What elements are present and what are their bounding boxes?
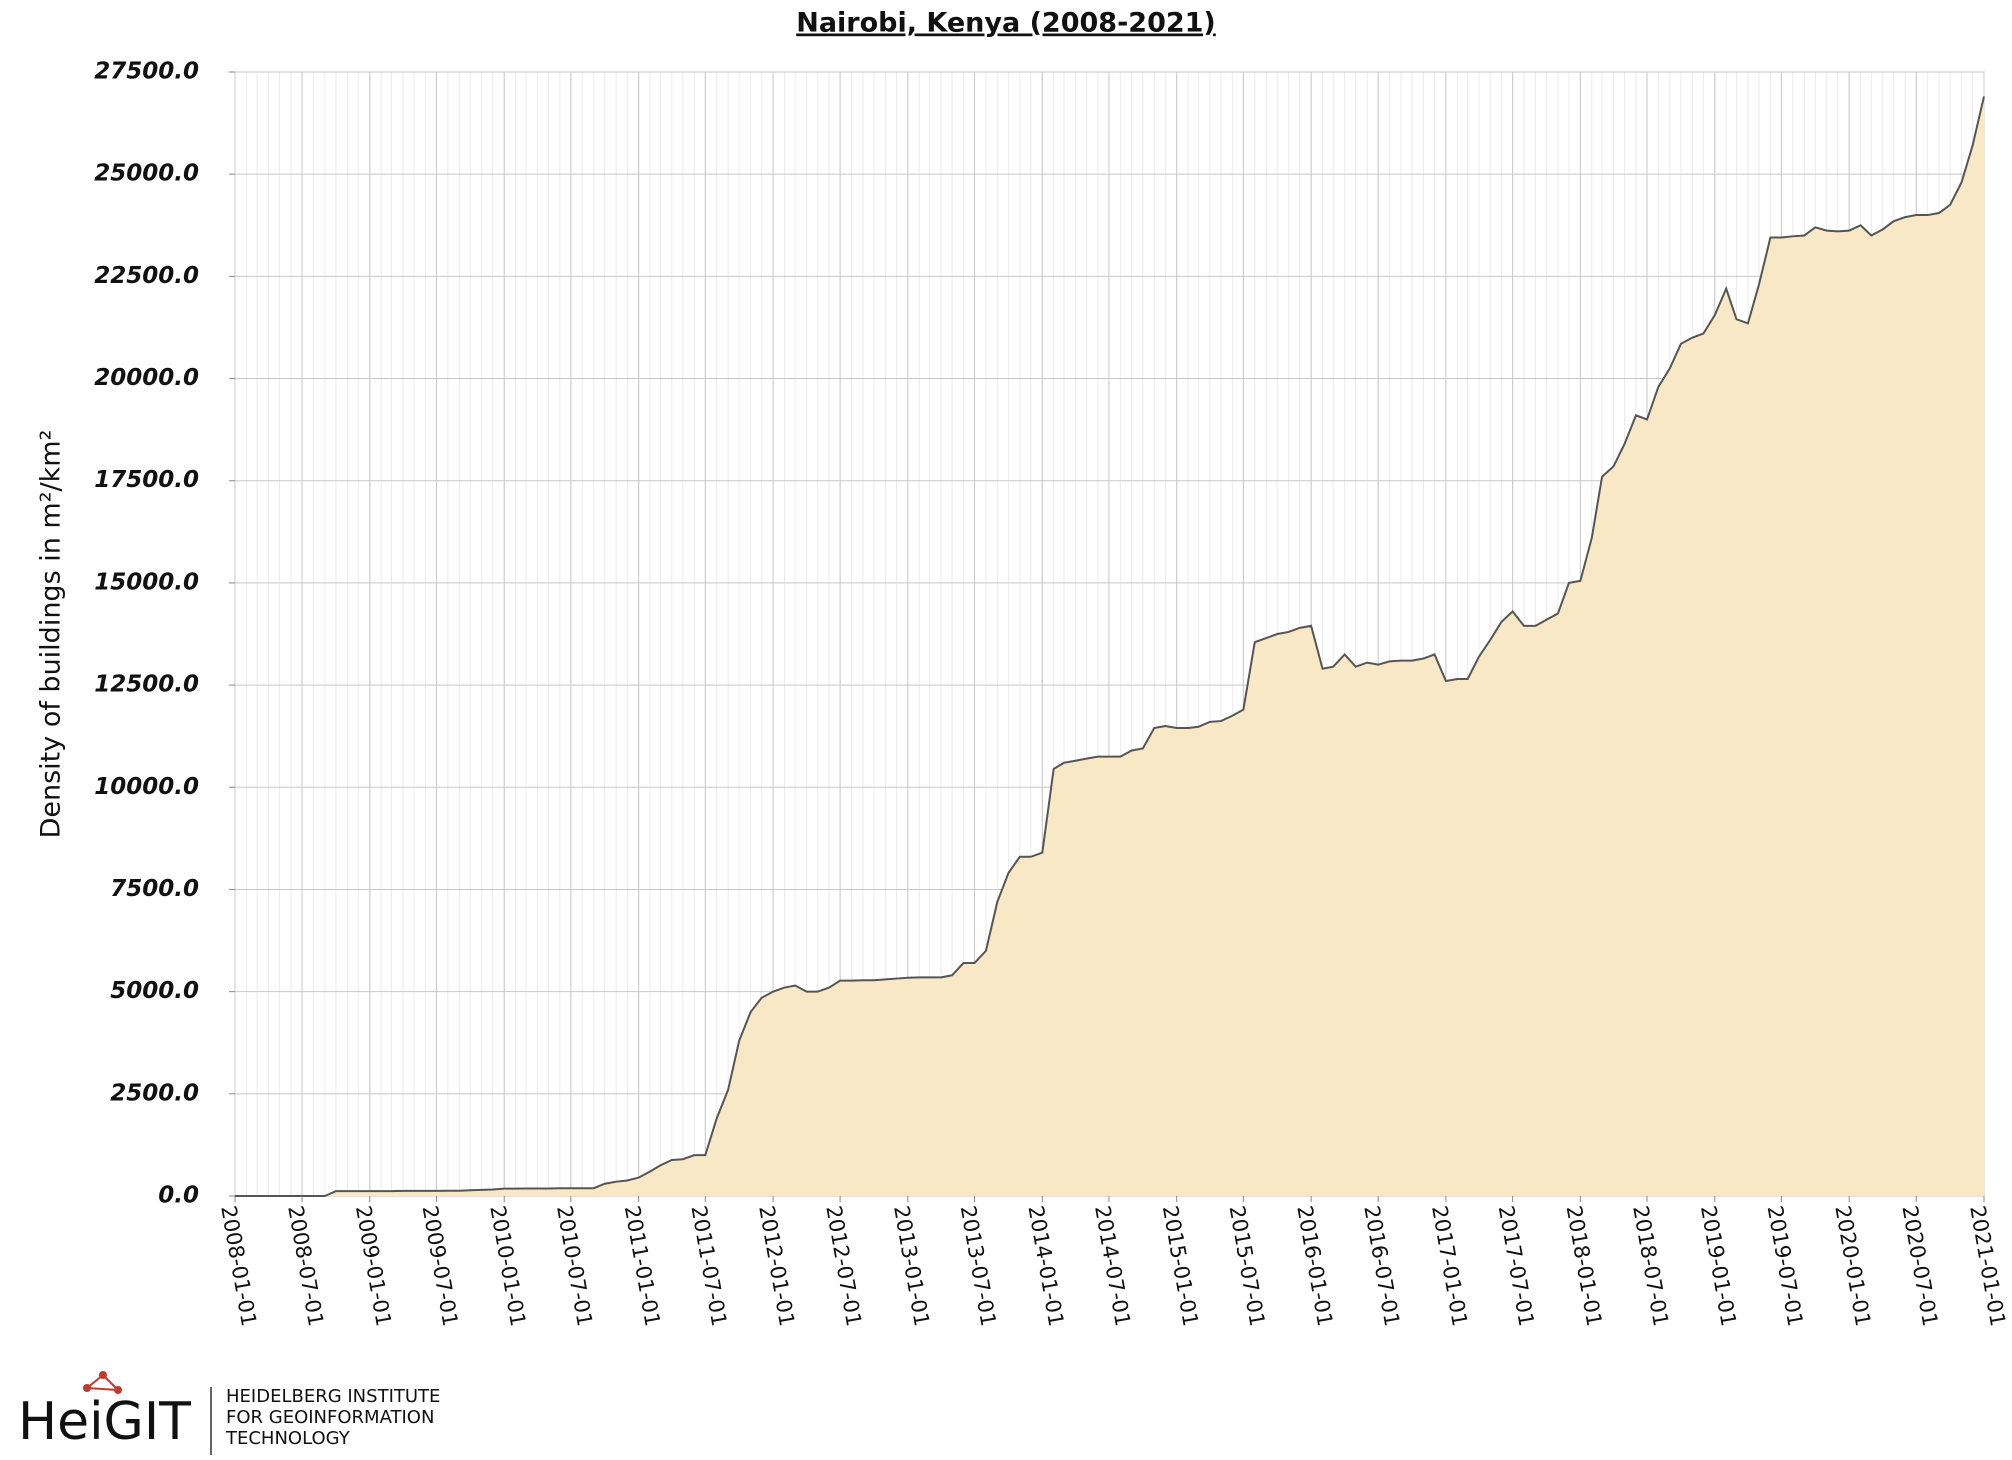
y-tick-label: 10000.0 <box>94 774 199 800</box>
x-tick-label: 2014-07-01 <box>1090 1204 1135 1328</box>
marks <box>235 96 1985 1197</box>
x-tick-label: 2017-07-01 <box>1494 1204 1539 1328</box>
x-tick-label: 2012-07-01 <box>821 1204 866 1328</box>
y-tick-label: 27500.0 <box>94 59 199 85</box>
x-tick-label: 2018-01-01 <box>1562 1204 1607 1328</box>
y-axis-label: Density of buildings in m²/km² <box>36 430 67 839</box>
y-tick-label: 15000.0 <box>94 569 199 595</box>
logo-text: HEIDELBERG INSTITUTE <box>226 1386 440 1407</box>
x-tick-label: 2010-01-01 <box>485 1204 530 1328</box>
x-tick-label: 2015-07-01 <box>1225 1204 1270 1328</box>
y-tick-label: 22500.0 <box>94 263 199 289</box>
y-tick-label: 12500.0 <box>94 672 199 698</box>
logo-icon <box>114 1386 122 1394</box>
logo-icon <box>99 1371 107 1379</box>
x-tick-label: 2020-01-01 <box>1830 1204 1875 1328</box>
y-tick-label: 20000.0 <box>94 365 199 391</box>
y-tick-label: 0.0 <box>158 1183 199 1209</box>
logo-icon <box>83 1384 91 1392</box>
logo-text: FOR GEOINFORMATION <box>226 1407 434 1428</box>
area <box>235 96 1984 1196</box>
chart-title: Nairobi, Kenya (2008-2021) <box>796 8 1216 39</box>
x-tick-label: 2020-07-01 <box>1897 1204 1942 1328</box>
x-tick-label: 2009-07-01 <box>418 1204 463 1328</box>
x-tick-label: 2011-01-01 <box>620 1204 665 1328</box>
x-tick-label: 2021-01-01 <box>1965 1204 2010 1328</box>
y-tick-label: 25000.0 <box>94 161 199 187</box>
y-tick-label: 17500.0 <box>94 467 199 493</box>
x-tick-label: 2019-01-01 <box>1696 1204 1741 1328</box>
logo-text: TECHNOLOGY <box>225 1428 351 1449</box>
x-tick-label: 2012-01-01 <box>754 1204 799 1328</box>
x-tick-label: 2008-01-01 <box>216 1204 261 1328</box>
x-tick-label: 2009-01-01 <box>351 1204 396 1328</box>
x-tick-label: 2018-07-01 <box>1628 1204 1673 1328</box>
y-tick-label: 2500.0 <box>110 1080 199 1106</box>
logo-icon <box>86 1387 119 1391</box>
x-tick-label: 2011-07-01 <box>686 1204 731 1328</box>
x-tick-label: 2013-01-01 <box>889 1204 934 1328</box>
y-tick-label: 7500.0 <box>110 876 199 902</box>
line <box>235 96 1985 1197</box>
x-tick-label: 2016-01-01 <box>1292 1204 1337 1328</box>
x-tick-label: 2014-01-01 <box>1023 1204 1068 1328</box>
x-tick-label: 2008-07-01 <box>283 1204 328 1328</box>
logo-name: HeiGIT <box>18 1392 191 1452</box>
x-tick-label: 2010-07-01 <box>552 1204 597 1328</box>
x-tick-label: 2015-01-01 <box>1158 1204 1203 1328</box>
y-tick-label: 5000.0 <box>110 978 199 1004</box>
x-tick-label: 2017-01-01 <box>1427 1204 1472 1328</box>
logo: HeiGIT HEIDELBERG INSTITUTE FOR GEOINFOR… <box>18 1371 440 1455</box>
x-tick-label: 2013-07-01 <box>956 1204 1001 1328</box>
x-tick-label: 2016-07-01 <box>1359 1204 1404 1328</box>
x-tick-label: 2019-07-01 <box>1763 1204 1808 1328</box>
